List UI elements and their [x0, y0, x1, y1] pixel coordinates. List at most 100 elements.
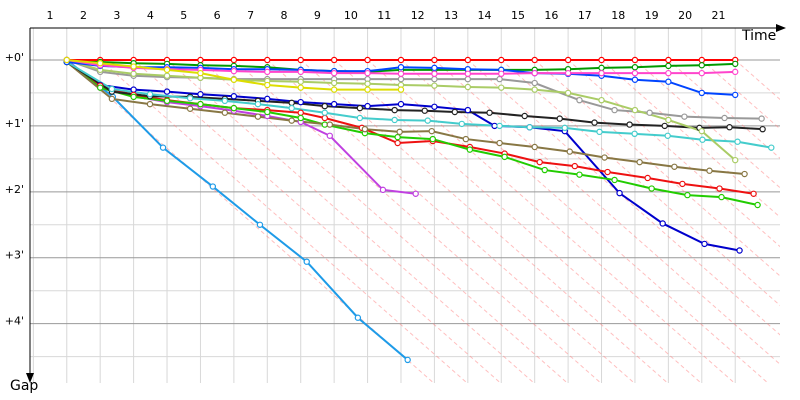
data-point: [364, 69, 371, 77]
lap-line: [567, 59, 780, 248]
data-point: [330, 69, 338, 77]
data-point: [230, 93, 238, 100]
data-point: [706, 167, 713, 174]
x-tick-label: 19: [645, 9, 659, 22]
data-point: [596, 128, 603, 136]
lap-line: [333, 59, 702, 384]
data-point: [498, 70, 505, 78]
data-point: [721, 114, 728, 122]
data-point: [646, 109, 653, 116]
data-point: [564, 89, 572, 97]
data-point: [186, 94, 194, 102]
data-point: [321, 102, 328, 110]
data-point: [564, 56, 572, 64]
data-point: [759, 125, 766, 133]
series-line: [66, 61, 740, 252]
data-point: [741, 170, 748, 178]
data-point: [564, 69, 572, 77]
data-point: [598, 64, 605, 72]
y-tick-label: +1': [5, 117, 24, 130]
data-point: [354, 314, 362, 321]
x-tick-label: 3: [113, 9, 120, 22]
lap-line: [367, 59, 735, 384]
series-layer: [63, 56, 775, 364]
data-point: [108, 85, 116, 93]
data-point: [428, 127, 435, 135]
data-point: [230, 76, 238, 83]
data-point: [303, 258, 310, 265]
y-tick-label: +4': [5, 315, 24, 328]
data-point: [526, 124, 533, 131]
data-point: [321, 109, 328, 116]
lap-line: [300, 59, 668, 384]
data-point: [561, 124, 568, 132]
lap-line: [701, 59, 780, 130]
x-axis-label: Time: [741, 28, 776, 44]
data-point: [146, 91, 154, 98]
data-point: [321, 114, 328, 122]
data-point: [330, 79, 338, 87]
data-point: [598, 69, 605, 77]
data-point: [397, 86, 405, 93]
data-point: [288, 117, 295, 124]
data-point: [616, 189, 623, 197]
data-point: [364, 86, 371, 93]
data-point: [521, 112, 528, 120]
data-point: [631, 56, 639, 64]
data-point: [754, 201, 761, 209]
data-point: [297, 98, 304, 106]
data-point: [297, 78, 304, 85]
data-point: [462, 135, 470, 143]
data-point: [264, 108, 271, 116]
data-point: [604, 168, 611, 176]
y-axis-label: Gap: [10, 378, 38, 394]
data-point: [424, 117, 431, 124]
data-point: [330, 56, 338, 64]
data-point: [698, 89, 705, 97]
data-point: [531, 79, 538, 87]
data-point: [665, 69, 672, 77]
data-point: [163, 72, 171, 79]
data-point: [108, 95, 116, 103]
data-point: [684, 191, 691, 199]
data-point: [718, 193, 725, 201]
data-point: [431, 103, 438, 110]
data-point: [221, 109, 229, 116]
data-point: [330, 86, 338, 93]
data-point: [429, 135, 436, 143]
data-point: [732, 60, 739, 68]
data-point: [659, 220, 666, 227]
data-point: [576, 171, 583, 178]
lap-line: [133, 59, 501, 384]
data-point: [379, 186, 387, 194]
data-point: [698, 56, 705, 64]
data-point: [531, 86, 538, 93]
data-point: [611, 176, 618, 184]
data-point: [264, 95, 271, 103]
data-point: [611, 106, 618, 114]
series-line: [66, 61, 754, 195]
data-point: [197, 56, 204, 64]
data-point: [566, 148, 573, 155]
data-point: [665, 116, 672, 124]
lap-line: [400, 59, 769, 384]
x-tick-label: 7: [247, 9, 254, 22]
data-point: [288, 104, 295, 112]
data-point: [431, 64, 438, 72]
data-point: [254, 113, 262, 120]
data-point: [732, 91, 739, 99]
data-point: [466, 146, 474, 153]
data-point: [364, 56, 371, 64]
lap-line: [534, 59, 780, 277]
data-point: [665, 56, 672, 64]
lap-line: [668, 59, 780, 159]
series-line: [66, 61, 758, 206]
data-point: [598, 96, 605, 104]
data-point: [699, 136, 706, 143]
data-point: [661, 122, 668, 130]
data-point: [394, 133, 401, 141]
data-point: [397, 75, 405, 83]
data-point: [96, 84, 104, 91]
lap-line: [99, 59, 468, 384]
